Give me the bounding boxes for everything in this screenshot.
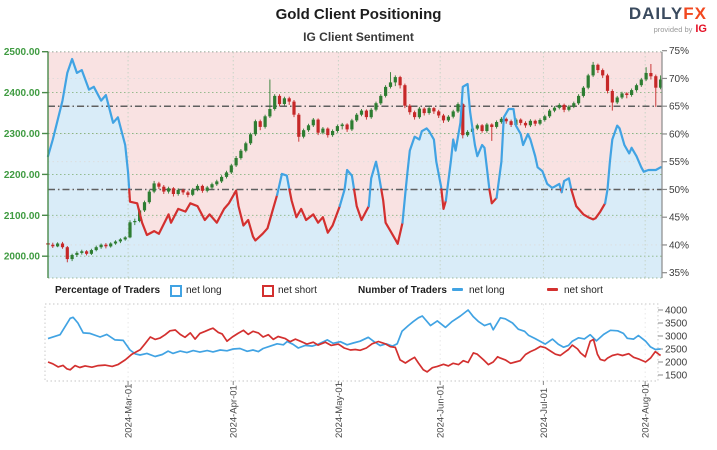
svg-text:2500: 2500 [665,345,688,356]
svg-text:2000.00: 2000.00 [4,252,41,263]
svg-text:55%: 55% [669,157,689,168]
legend-pct-net-short-label: net short [278,285,317,296]
legend-dash-net-short [547,285,558,296]
svg-text:2000: 2000 [665,358,688,369]
svg-text:1500: 1500 [665,371,688,382]
svg-text:2024-Jul-01: 2024-Jul-01 [539,388,550,438]
chart-legend: Percentage of Traders net long net short… [0,285,717,300]
legend-pct-net-long-label: net long [186,285,222,296]
chart-subtitle: IG Client Sentiment [303,30,414,44]
legend-dash-net-long [452,285,463,296]
price-and-pct-axes: 2500.00 2400.00 2300.00 2200.00 2100.00 2000.… [4,46,689,279]
legend-num-net-long-label: net long [469,285,505,296]
svg-text:45%: 45% [669,213,689,224]
traders-net-long-line [47,309,661,358]
ig-logo: IG [695,23,707,35]
legend-swatch-net-short [262,285,274,299]
legend-swatch-net-long [170,285,182,299]
svg-text:2400.00: 2400.00 [4,88,41,99]
traders-net-short-line [47,327,662,373]
month-axis-labels: 2024-Mar-01 2024-Apr-01 2024-May-01 2024-Ju… [124,382,652,438]
traders-count-axis: 4000 3500 3000 2500 2000 1500 [658,306,688,382]
sentiment-price-chart: 2500.00 2400.00 2300.00 2200.00 2100.00 2000.… [0,45,717,285]
svg-text:3500: 3500 [665,319,688,330]
svg-text:75%: 75% [669,46,689,57]
svg-text:2024-Apr-01: 2024-Apr-01 [229,385,240,438]
svg-text:35%: 35% [669,268,689,279]
svg-text:2500.00: 2500.00 [4,47,41,58]
net-long-pct-line [46,57,662,245]
svg-text:2300.00: 2300.00 [4,129,41,140]
svg-text:40%: 40% [669,240,689,251]
svg-text:70%: 70% [669,74,689,85]
svg-text:2024-Aug-01: 2024-Aug-01 [641,383,652,438]
svg-text:65%: 65% [669,102,689,113]
svg-text:3000: 3000 [665,332,688,343]
legend-percentage-of-traders-title: Percentage of Traders [55,285,161,296]
svg-text:2024-Jun-01: 2024-Jun-01 [436,385,447,438]
dailyfx-logo: DAILYFX provided by IG [629,5,707,35]
svg-text:2024-May-01: 2024-May-01 [334,382,345,438]
svg-text:2200.00: 2200.00 [4,170,41,181]
net-long-area [48,59,662,278]
provided-by-ig: provided by IG [653,23,707,35]
main-chart-svg: 2500.00 2400.00 2300.00 2200.00 2100.00 2000.… [4,46,689,279]
legend-number-of-traders-title: Number of Traders [358,285,447,296]
number-of-traders-chart: 4000 3500 3000 2500 2000 1500 2024-Mar-01 2024-… [0,300,717,450]
svg-text:50%: 50% [669,185,689,196]
svg-text:2024-Mar-01: 2024-Mar-01 [124,384,135,438]
svg-text:2100.00: 2100.00 [4,211,41,222]
svg-text:60%: 60% [669,130,689,141]
svg-text:4000: 4000 [665,306,688,317]
page-title: Gold Client Positioning [275,6,442,23]
legend-num-net-short-label: net short [564,285,603,296]
dailyfx-logo-wordmark: DAILYFX [628,4,707,23]
